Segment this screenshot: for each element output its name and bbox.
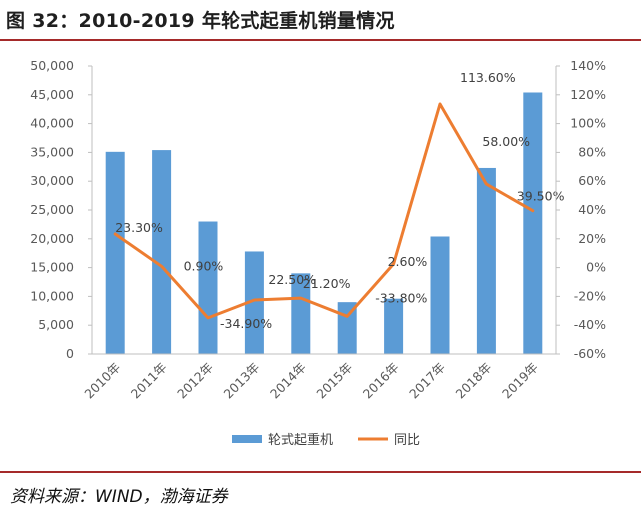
data-label-8: 113.60% <box>460 70 516 85</box>
left-tick-label: 5,000 <box>38 317 74 332</box>
bottom-rule <box>0 471 641 473</box>
right-tick-label: -20% <box>574 288 606 303</box>
legend-label-bar: 轮式起重机 <box>268 432 333 448</box>
left-tick-label: 40,000 <box>30 116 74 131</box>
right-tick-label: 80% <box>578 144 606 159</box>
data-labels: 23.30% 0.90% -34.90% 22.50%21.20% -33.80% 2.6… <box>115 70 564 331</box>
data-label-10: 39.50% <box>517 189 565 204</box>
x-tick-label: 2016年 <box>360 360 402 402</box>
line-series <box>113 102 535 320</box>
left-tick-label: 0 <box>66 346 74 361</box>
left-tick-label: 20,000 <box>30 231 74 246</box>
bar-10 <box>523 92 543 354</box>
left-tick-label: 45,000 <box>30 87 74 102</box>
x-tick-label: 2012年 <box>174 360 216 402</box>
chart-area: 23.30% 0.90% -34.90% 22.50%21.20% -33.80% 2.6… <box>30 58 606 448</box>
data-label-4: 22.50% <box>268 272 316 287</box>
data-label-2: 0.90% <box>184 258 224 273</box>
data-label-9: 58.00% <box>482 134 530 149</box>
bar-5 <box>291 273 311 354</box>
right-tick-label: 40% <box>578 202 606 217</box>
right-tick-label: 140% <box>570 58 606 73</box>
left-tick-label: 10,000 <box>30 288 74 303</box>
legend: 轮式起重机 同比 <box>232 432 420 448</box>
x-tick-label: 2014年 <box>267 360 309 402</box>
bar-8 <box>430 236 450 354</box>
bar-7 <box>384 298 404 354</box>
right-tick-label: 60% <box>578 173 606 188</box>
x-tick-label: 2019年 <box>499 360 541 402</box>
right-tick-label: -40% <box>574 317 606 332</box>
data-label-6: -33.80% <box>375 290 427 305</box>
data-label-1: 23.30% <box>115 220 163 235</box>
figure-title: 图 32：2010-2019 年轮式起重机销量情况 <box>6 10 395 32</box>
left-tick-label: 25,000 <box>30 202 74 217</box>
x-tick-label: 2017年 <box>406 360 448 402</box>
left-tick-label: 35,000 <box>30 144 74 159</box>
data-label-3: -34.90% <box>220 316 272 331</box>
bar-9 <box>476 167 496 354</box>
data-label-5: 21.20% <box>303 276 351 291</box>
left-tick-label: 15,000 <box>30 260 74 275</box>
left-tick-label: 30,000 <box>30 173 74 188</box>
x-tick-label: 2011年 <box>128 360 170 402</box>
left-tick-label: 50,000 <box>30 58 74 73</box>
right-tick-label: -60% <box>574 346 606 361</box>
bar-3 <box>198 221 218 354</box>
data-label-7: 2.60% <box>388 254 428 269</box>
legend-label-line: 同比 <box>394 433 420 448</box>
right-tick-label: 0% <box>586 260 606 275</box>
top-rule <box>0 39 641 41</box>
bar-1 <box>105 151 125 354</box>
right-tick-label: 20% <box>578 231 606 246</box>
legend-swatch-bar <box>232 435 262 443</box>
right-tick-label: 100% <box>570 116 606 131</box>
x-tick-label: 2015年 <box>313 360 355 402</box>
bar-2 <box>152 150 172 354</box>
line-yoy <box>113 102 535 320</box>
bar-4 <box>244 251 264 354</box>
right-tick-label: 120% <box>570 87 606 102</box>
bar-series <box>105 92 543 354</box>
x-tick-label: 2010年 <box>81 360 123 402</box>
x-tick-label: 2013年 <box>221 360 263 402</box>
source-note: 资料来源：WIND，渤海证券 <box>10 487 228 507</box>
x-tick-label: 2018年 <box>453 360 495 402</box>
